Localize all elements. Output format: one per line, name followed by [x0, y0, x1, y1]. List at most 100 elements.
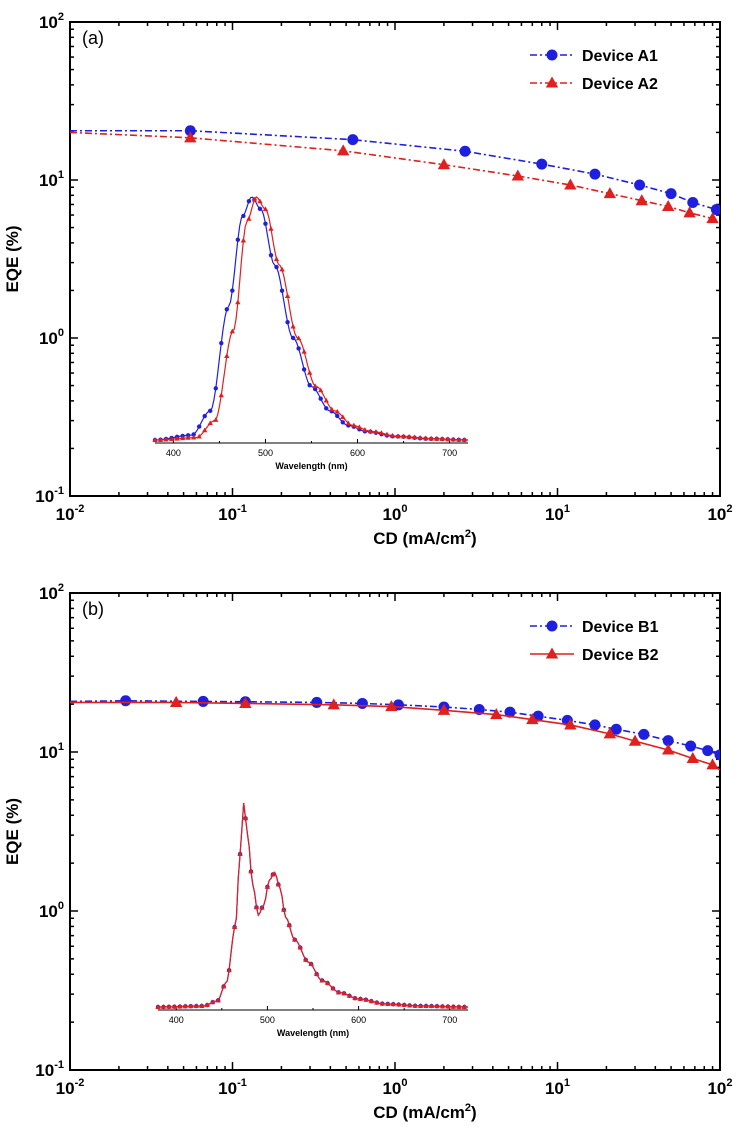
- inset-series-device-b2: [155, 802, 468, 1009]
- inset-data-point: [268, 253, 274, 258]
- x-tick-label: 100: [382, 1077, 407, 1098]
- data-point: [589, 168, 601, 180]
- inset-data-point: [268, 226, 274, 231]
- x-axis-title: CD (mA/cm2): [373, 528, 476, 548]
- inset-data-point: [199, 1003, 205, 1008]
- y-tick-label: 100: [39, 327, 64, 348]
- inset-series-line: [158, 802, 468, 1008]
- inset-x-tick-label: 500: [260, 1015, 275, 1025]
- inset-data-point: [456, 1004, 462, 1009]
- inset-data-point: [155, 1004, 161, 1009]
- inset-data-point: [235, 237, 241, 242]
- inset-data-point: [461, 1004, 468, 1009]
- inset-data-point: [279, 266, 285, 272]
- inset-data-point: [303, 956, 309, 962]
- inset-data-point: [230, 288, 235, 293]
- inset-data-point: [450, 436, 456, 442]
- inset-data-point: [384, 431, 390, 437]
- inset-data-point: [334, 408, 340, 414]
- inset-data-point: [235, 299, 241, 305]
- inset-x-tick-label: 700: [442, 448, 457, 458]
- inset-data-point: [274, 264, 279, 270]
- y-axis-title: EQE (%): [3, 798, 22, 865]
- inset-data-point: [417, 1003, 424, 1008]
- inset-data-point: [313, 971, 320, 976]
- inset-data-point: [306, 370, 313, 375]
- inset-data-point: [308, 961, 314, 966]
- data-point: [686, 752, 699, 764]
- data-point: [356, 697, 368, 709]
- inset-data-point: [456, 436, 462, 442]
- legend-marker: [545, 76, 559, 88]
- data-point: [710, 204, 720, 216]
- inset-data-point: [295, 335, 302, 341]
- x-tick-label: 101: [545, 503, 570, 524]
- inset-data-point: [422, 435, 429, 441]
- inset-data-point: [330, 985, 336, 991]
- inset-data-point: [341, 990, 347, 996]
- inset-data-point: [412, 1002, 418, 1008]
- axis-ticks: [69, 592, 721, 1071]
- inset-data-point: [213, 386, 218, 391]
- inset-spectrum: 400 500 600 700 Wavelength (nm): [155, 802, 468, 1038]
- inset-data-point: [202, 413, 207, 419]
- inset-data-point: [406, 434, 412, 439]
- inset-data-point: [284, 293, 291, 299]
- inset-data-point: [246, 215, 252, 221]
- data-point: [564, 178, 577, 190]
- data-point: [687, 197, 699, 209]
- inset-data-point: [428, 435, 434, 441]
- inset-data-point: [352, 995, 358, 1001]
- inset-data-point: [296, 346, 301, 351]
- data-point: [635, 194, 648, 206]
- inset-data-point: [406, 1002, 413, 1008]
- legend-label: Device A1: [582, 48, 658, 65]
- inset-data-point: [191, 434, 197, 440]
- inset-data-point: [307, 382, 312, 388]
- inset-x-tick-label: 700: [442, 1015, 457, 1025]
- inset-data-point: [219, 340, 224, 346]
- x-tick-label: 100: [382, 503, 407, 524]
- inset-data-point: [434, 1003, 440, 1009]
- inset-data-point: [385, 1001, 391, 1006]
- panel-label: (a): [82, 28, 104, 48]
- data-point: [197, 695, 209, 707]
- inset-data-point: [229, 328, 235, 334]
- data-point: [184, 131, 197, 143]
- inset-data-point: [312, 383, 318, 389]
- inset-data-point: [367, 428, 374, 434]
- inset-data-point: [324, 980, 331, 986]
- legend-entry: Device B2: [530, 647, 659, 664]
- inset-data-point: [319, 977, 325, 983]
- data-point: [459, 145, 471, 157]
- inset-data-point: [379, 1000, 385, 1006]
- inset-data-point: [248, 868, 254, 874]
- inset-data-point: [461, 437, 467, 442]
- inset-data-point: [434, 435, 440, 441]
- inset-data-point: [226, 967, 232, 973]
- inset-data-point: [185, 435, 191, 440]
- data-point: [504, 706, 516, 718]
- legend: Device B1 Device B2: [530, 619, 659, 664]
- inset-data-point: [253, 904, 260, 910]
- inset-x-axis-title: Wavelength (nm): [277, 1028, 349, 1038]
- inset-x-tick-label: 400: [169, 1015, 184, 1025]
- inset-data-point: [168, 436, 175, 442]
- data-point: [347, 134, 359, 146]
- data-point: [628, 734, 642, 746]
- inset-data-point: [263, 221, 268, 226]
- series-device-a2: [70, 131, 719, 224]
- inset-data-point: [202, 427, 208, 433]
- legend: Device A1 Device A2: [530, 48, 658, 93]
- inset-data-point: [182, 1003, 189, 1009]
- inset-data-point: [318, 396, 323, 401]
- data-point: [706, 758, 719, 770]
- legend-marker: [545, 647, 559, 659]
- inset-data-point: [301, 367, 307, 372]
- inset-data-point: [270, 871, 276, 877]
- series-device-a1: [70, 125, 720, 216]
- inset-data-point: [174, 435, 180, 441]
- inset-x-tick-label: 500: [258, 448, 273, 458]
- x-tick-label: 10-1: [218, 503, 247, 524]
